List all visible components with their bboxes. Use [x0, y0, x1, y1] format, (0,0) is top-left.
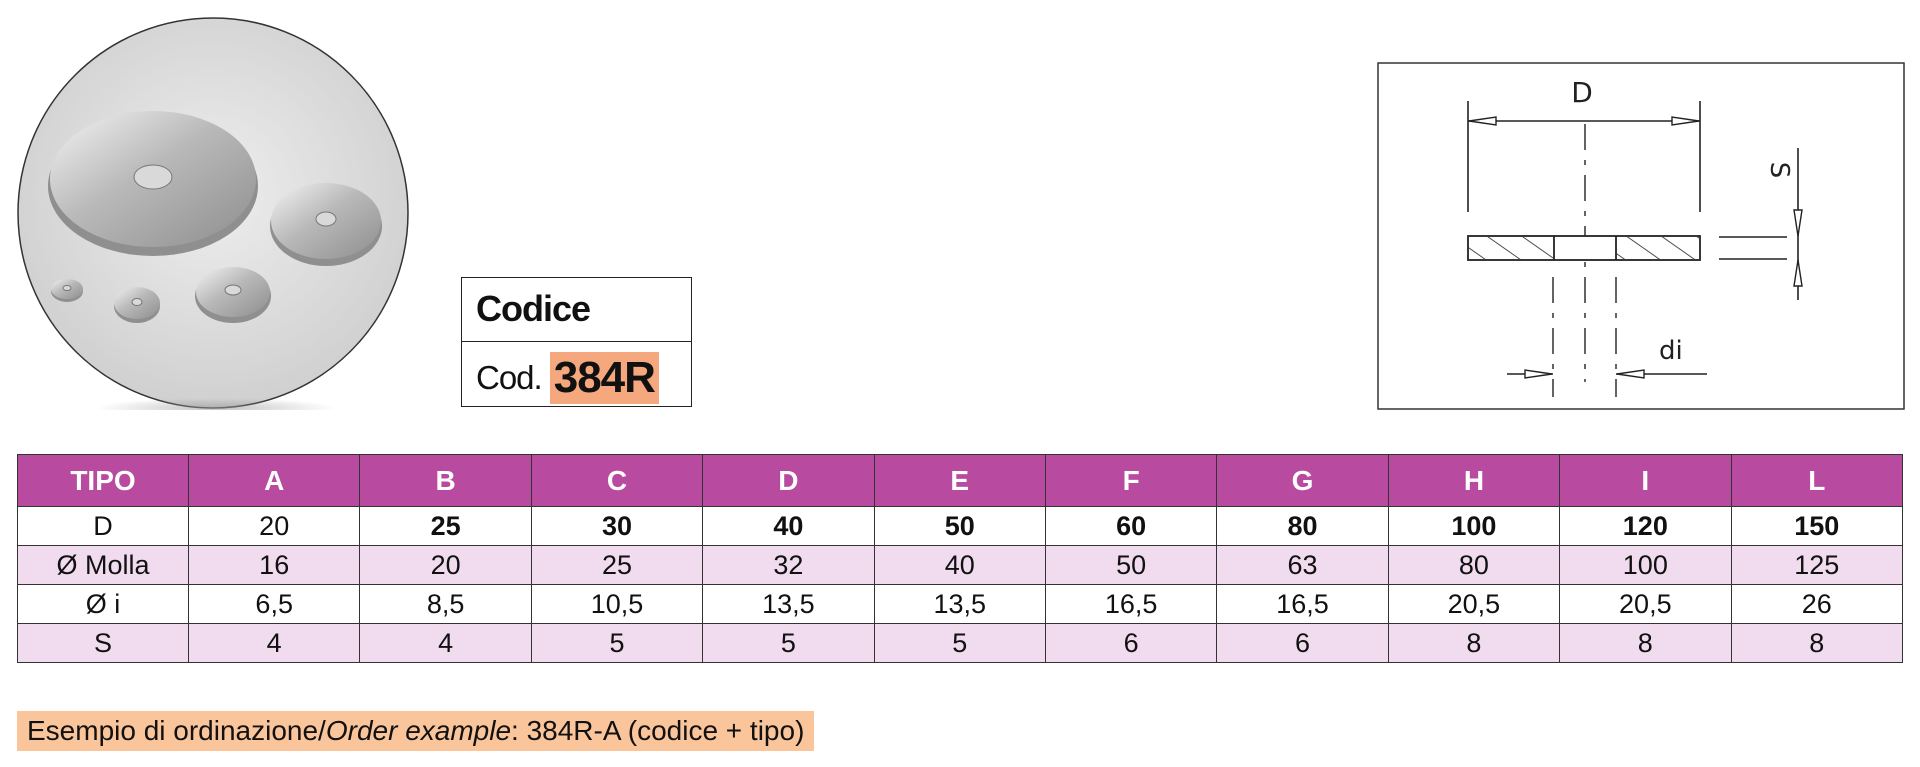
codice-box: Codice Cod. 384R — [461, 277, 692, 407]
label-di: di — [1659, 336, 1683, 366]
table-cell: 60 — [1044, 506, 1218, 546]
codice-header: Codice — [462, 278, 691, 342]
table-cell: 8 — [1730, 623, 1904, 663]
table-header-row: TIPO A B C D E F G H I L — [17, 454, 1904, 507]
table-cell: 10,5 — [530, 584, 704, 624]
table-cell: 125 — [1730, 545, 1904, 585]
order-example-suffix: : 384R-A (codice + tipo) — [511, 715, 805, 746]
table-cell: 40 — [873, 545, 1046, 585]
order-example-prefix: Esempio di ordinazione/ — [27, 715, 326, 746]
header-cell: F — [1044, 454, 1218, 507]
table-cell: 100 — [1387, 506, 1561, 546]
table-cell: 80 — [1387, 545, 1561, 585]
table-cell: 63 — [1216, 545, 1389, 585]
row-label: S — [17, 623, 189, 663]
row-label: D — [17, 506, 189, 546]
header-cell: L — [1730, 454, 1904, 507]
table-row: Ø Molla 16 20 25 32 40 50 63 80 100 125 — [17, 545, 1904, 585]
table-row: D 20 25 30 40 50 60 80 100 120 150 — [17, 506, 1904, 546]
table-cell: 120 — [1559, 506, 1732, 546]
header-cell: H — [1387, 454, 1561, 507]
table-cell: 13,5 — [873, 584, 1046, 624]
table-cell: 6,5 — [187, 584, 361, 624]
header-cell: C — [530, 454, 704, 507]
specification-table: TIPO A B C D E F G H I L D 20 25 30 40 5… — [17, 454, 1904, 663]
header-cell: I — [1559, 454, 1732, 507]
table-cell: 8 — [1387, 623, 1561, 663]
table-cell: 26 — [1730, 584, 1904, 624]
header-cell: G — [1216, 454, 1389, 507]
table-cell: 13,5 — [702, 584, 875, 624]
table-cell: 100 — [1559, 545, 1732, 585]
table-cell: 25 — [530, 545, 704, 585]
table-cell: 8 — [1559, 623, 1732, 663]
row-label: Ø i — [17, 584, 189, 624]
order-example: Esempio di ordinazione/Order example: 38… — [17, 711, 815, 751]
row-label: Ø Molla — [17, 545, 189, 585]
product-photo — [17, 17, 409, 410]
order-example-italic: Order example — [325, 715, 512, 746]
label-S: S — [1764, 162, 1794, 179]
header-cell: TIPO — [17, 454, 189, 507]
table-cell: 20 — [187, 506, 361, 546]
header-cell: A — [187, 454, 361, 507]
label-D: D — [1571, 76, 1593, 109]
table-cell: 50 — [1044, 545, 1218, 585]
table-cell: 5 — [702, 623, 875, 663]
table-cell: 20,5 — [1559, 584, 1732, 624]
table-cell: 20 — [359, 545, 532, 585]
table-cell: 80 — [1216, 506, 1389, 546]
cod-value: 384R — [549, 352, 659, 404]
table-cell: 40 — [702, 506, 875, 546]
table-cell: 25 — [359, 506, 532, 546]
table-cell: 16 — [187, 545, 361, 585]
table-cell: 50 — [873, 506, 1046, 546]
codice-code-row: Cod. 384R — [462, 342, 691, 406]
table-cell: 6 — [1216, 623, 1389, 663]
table-row: Ø i 6,5 8,5 10,5 13,5 13,5 16,5 16,5 20,… — [17, 584, 1904, 624]
table-cell: 6 — [1044, 623, 1218, 663]
table-cell: 4 — [359, 623, 532, 663]
table-cell: 32 — [702, 545, 875, 585]
table-cell: 5 — [530, 623, 704, 663]
table-cell: 20,5 — [1387, 584, 1561, 624]
table-cell: 150 — [1730, 506, 1904, 546]
table-cell: 5 — [873, 623, 1046, 663]
cod-label: Cod. — [476, 359, 543, 396]
table-row: S 4 4 5 5 5 6 6 8 8 8 — [17, 623, 1904, 663]
header-cell: E — [873, 454, 1046, 507]
header-cell: B — [359, 454, 532, 507]
table-cell: 16,5 — [1216, 584, 1389, 624]
table-cell: 4 — [187, 623, 361, 663]
table-cell: 30 — [530, 506, 704, 546]
table-cell: 8,5 — [359, 584, 532, 624]
technical-drawing: D di S — [1377, 62, 1905, 410]
table-cell: 16,5 — [1044, 584, 1218, 624]
header-cell: D — [702, 454, 875, 507]
